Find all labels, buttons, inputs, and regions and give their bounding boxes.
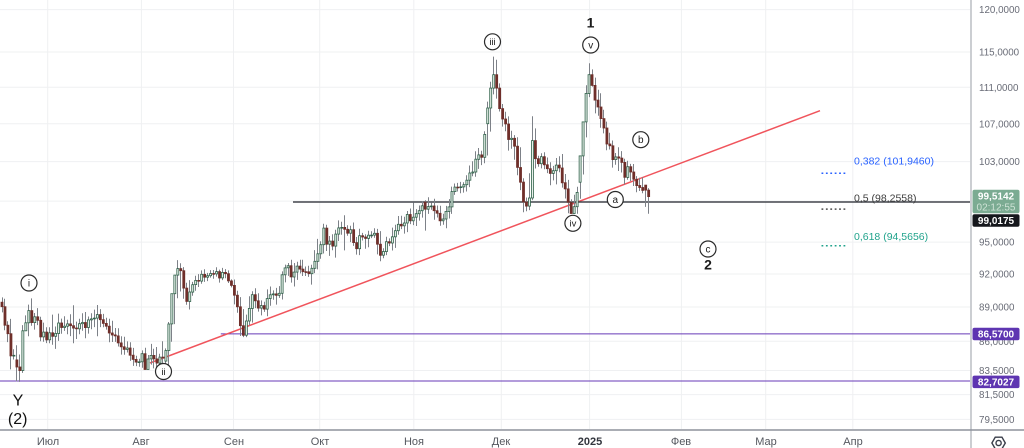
svg-text:iv: iv bbox=[569, 219, 576, 230]
svg-text:82,7027: 82,7027 bbox=[978, 377, 1015, 388]
svg-text:99,0175: 99,0175 bbox=[978, 216, 1015, 227]
svg-text:b: b bbox=[638, 135, 644, 146]
svg-text:79,5000: 79,5000 bbox=[979, 415, 1015, 426]
svg-text:99,5142: 99,5142 bbox=[978, 192, 1015, 203]
svg-text:2: 2 bbox=[704, 257, 712, 273]
svg-text:Сен: Сен bbox=[224, 436, 244, 448]
svg-text:0,5 (98,2558): 0,5 (98,2558) bbox=[854, 193, 916, 205]
svg-text:120,0000: 120,0000 bbox=[979, 5, 1020, 16]
svg-text:95,0000: 95,0000 bbox=[979, 238, 1015, 249]
svg-text:Июл: Июл bbox=[37, 436, 59, 448]
svg-text:111,0000: 111,0000 bbox=[979, 83, 1019, 94]
svg-text:02:12:55: 02:12:55 bbox=[977, 203, 1016, 214]
svg-text:Апр: Апр bbox=[843, 436, 862, 448]
svg-text:86,0000: 86,0000 bbox=[979, 337, 1015, 348]
svg-text:(2): (2) bbox=[8, 411, 28, 428]
svg-text:0,382 (101,9460): 0,382 (101,9460) bbox=[854, 156, 934, 168]
svg-text:Мар: Мар bbox=[755, 436, 777, 448]
svg-text:1: 1 bbox=[587, 15, 595, 31]
svg-text:81,5000: 81,5000 bbox=[979, 390, 1015, 401]
svg-text:ii: ii bbox=[161, 367, 165, 378]
svg-text:c: c bbox=[706, 244, 711, 255]
svg-text:Ноя: Ноя bbox=[404, 436, 424, 448]
svg-text:89,0000: 89,0000 bbox=[979, 303, 1015, 314]
svg-text:83,5000: 83,5000 bbox=[979, 366, 1015, 377]
svg-text:2025: 2025 bbox=[578, 436, 602, 448]
svg-text:iii: iii bbox=[489, 37, 495, 48]
svg-text:0,618 (94,5656): 0,618 (94,5656) bbox=[854, 231, 928, 243]
svg-text:92,0000: 92,0000 bbox=[979, 270, 1015, 281]
svg-text:Авг: Авг bbox=[132, 436, 149, 448]
svg-text:i: i bbox=[28, 278, 30, 289]
svg-text:107,0000: 107,0000 bbox=[979, 119, 1020, 130]
svg-text:103,0000: 103,0000 bbox=[979, 157, 1020, 168]
svg-text:Фев: Фев bbox=[671, 436, 691, 448]
svg-text:Окт: Окт bbox=[311, 436, 330, 448]
svg-text:86,5700: 86,5700 bbox=[978, 330, 1015, 341]
svg-text:115,0000: 115,0000 bbox=[979, 48, 1020, 59]
svg-text:a: a bbox=[613, 195, 619, 206]
svg-text:Y: Y bbox=[13, 393, 24, 410]
svg-text:v: v bbox=[588, 40, 593, 51]
svg-text:Дек: Дек bbox=[492, 436, 511, 448]
